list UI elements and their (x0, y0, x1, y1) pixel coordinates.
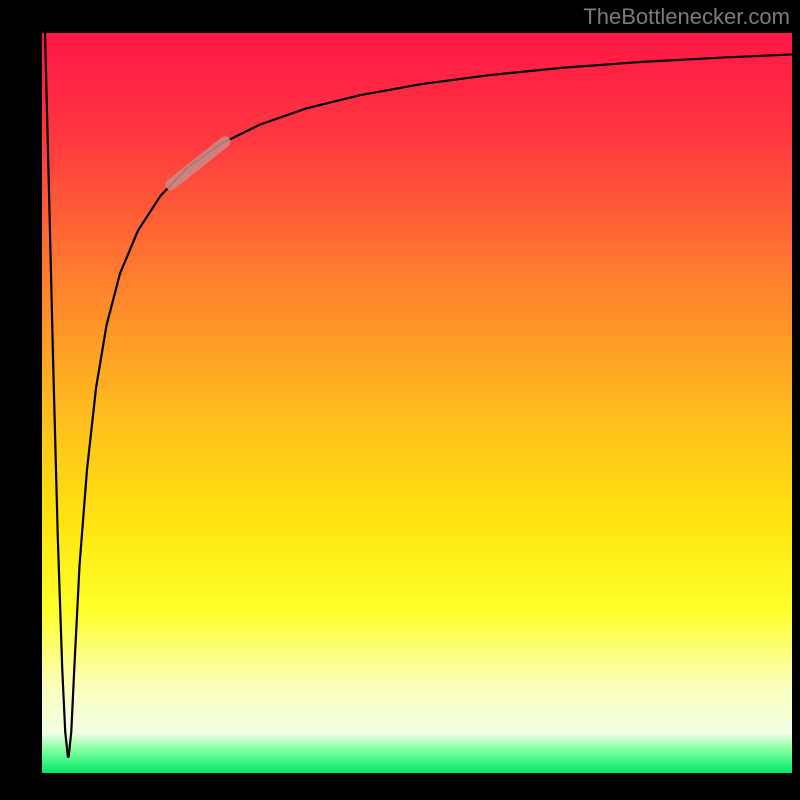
plot-area (42, 33, 792, 773)
curve-path (45, 33, 792, 757)
watermark-text: TheBottlenecker.com (583, 4, 790, 30)
curve-marker-highlight (171, 142, 225, 185)
chart-frame: TheBottlenecker.com (0, 0, 800, 800)
bottleneck-curve (42, 33, 792, 773)
